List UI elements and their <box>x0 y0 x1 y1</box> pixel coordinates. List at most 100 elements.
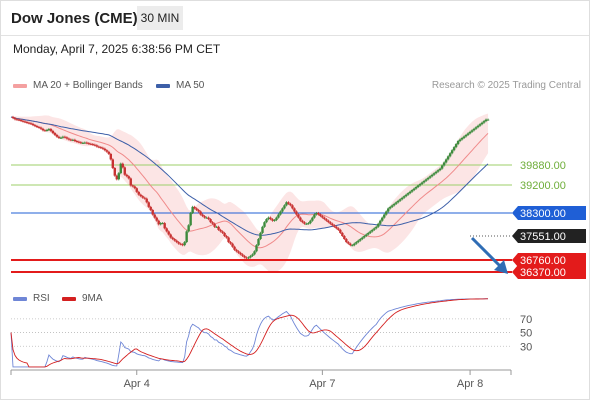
bollinger-band-fill <box>11 113 489 273</box>
candle-body <box>442 162 446 166</box>
moving-averages <box>10 116 489 249</box>
candle-body <box>41 128 45 131</box>
legend-rsi-ma: 9MA <box>62 293 103 304</box>
candle-body <box>73 139 77 142</box>
candle-body <box>343 235 346 240</box>
candle-body <box>33 125 37 127</box>
forecast-arrow <box>470 236 508 274</box>
legend-rsi-swatch <box>13 296 27 301</box>
candle-body <box>61 136 65 138</box>
candle-body <box>383 214 386 218</box>
candle-body <box>109 153 112 160</box>
candle-body <box>407 193 410 195</box>
legend-ma50: MA 50 <box>156 80 204 91</box>
chart-header: Dow Jones (CME) 30 MIN <box>0 0 590 36</box>
legend-ma20-label: MA 20 + Bollinger Bands <box>33 80 143 91</box>
x-axis: Apr 4 Apr 7 Apr 8 <box>10 369 512 390</box>
candle-body <box>420 182 424 184</box>
candle-body <box>191 206 194 214</box>
candle-body <box>207 217 210 220</box>
candle-body <box>339 229 342 233</box>
candle-body <box>403 196 406 198</box>
candle-body <box>486 119 490 121</box>
candle-body <box>355 242 358 244</box>
candle-body <box>163 223 166 229</box>
candle-body <box>167 231 170 235</box>
candle-body <box>464 134 468 137</box>
candle-body <box>251 254 254 256</box>
candle-body <box>247 257 250 259</box>
candle-body <box>416 185 420 187</box>
candle-body <box>205 217 208 219</box>
candle-body <box>285 202 288 206</box>
candle-body <box>293 208 296 212</box>
candle-body <box>367 232 370 235</box>
candle-body <box>373 228 376 230</box>
candle-body <box>452 147 456 151</box>
candle-body <box>79 142 83 144</box>
candle-body <box>179 243 182 245</box>
candle-body <box>237 251 240 253</box>
candle-body <box>63 136 67 138</box>
candle-body <box>347 242 350 244</box>
candle-body <box>303 222 306 224</box>
candle-body <box>155 217 158 221</box>
candle-body <box>19 120 23 122</box>
candle-body <box>83 142 87 144</box>
candle-body <box>359 239 362 241</box>
candle-body <box>341 232 344 236</box>
candle-body <box>371 229 374 232</box>
candle-body <box>450 150 454 154</box>
candle-body <box>253 251 256 255</box>
interval-button[interactable]: 30 MIN <box>137 6 183 30</box>
candle-body <box>95 145 99 147</box>
resistance-2-tag-label: 39880.00 <box>520 160 566 172</box>
candle-body <box>209 219 212 223</box>
candle-body <box>85 142 89 144</box>
candle-body <box>470 130 474 132</box>
candle-body <box>127 176 130 179</box>
candle-body <box>438 168 442 171</box>
candle-body <box>385 211 388 215</box>
candle-body <box>227 237 230 243</box>
candle-body <box>75 141 79 143</box>
candle-body <box>51 130 55 134</box>
candle-body <box>161 223 164 225</box>
candle-body <box>13 118 17 120</box>
support-1-tag-bg <box>512 253 586 267</box>
candle-body <box>462 136 466 138</box>
candle-body <box>291 205 294 209</box>
candle-body <box>426 177 430 180</box>
candle-body <box>29 123 33 125</box>
candle-body <box>45 129 49 131</box>
candle-body <box>53 133 57 135</box>
candle-body <box>422 180 426 183</box>
candle-body <box>273 220 276 222</box>
candle-body <box>21 120 25 122</box>
legend-rsi-ma-label: 9MA <box>82 293 103 304</box>
candle-body <box>369 231 372 233</box>
candle-body <box>317 213 320 215</box>
candle-body <box>311 217 314 221</box>
candle-body <box>315 213 318 215</box>
candle-body <box>448 153 452 157</box>
candle-body <box>267 217 270 220</box>
legend-rsi: RSI <box>13 293 50 304</box>
last-price-tag-label: 37551.00 <box>520 231 566 243</box>
candle-body <box>329 222 332 224</box>
candle-body <box>203 216 206 218</box>
candle-body <box>319 214 322 217</box>
candle-body <box>468 131 472 134</box>
support-1-tag-label: 36760.00 <box>520 255 566 267</box>
header-divider <box>0 35 590 36</box>
candle-body <box>97 146 101 148</box>
candle-body <box>410 190 414 192</box>
candle-body <box>101 147 105 149</box>
legend-ma50-label: MA 50 <box>176 80 205 91</box>
candle-body <box>387 208 390 212</box>
candle-body <box>289 203 292 206</box>
candle-body <box>11 116 15 119</box>
legend-ma50-swatch <box>156 83 170 88</box>
candle-body <box>201 214 204 217</box>
candle-body <box>223 232 226 236</box>
